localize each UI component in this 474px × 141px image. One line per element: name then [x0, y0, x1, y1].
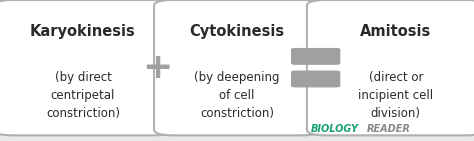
Text: Karyokinesis: Karyokinesis: [30, 24, 136, 38]
FancyBboxPatch shape: [307, 0, 474, 135]
FancyBboxPatch shape: [154, 0, 320, 135]
Text: Cytokinesis: Cytokinesis: [190, 24, 284, 38]
FancyBboxPatch shape: [0, 0, 172, 135]
Text: (direct or
incipient cell
division): (direct or incipient cell division): [358, 71, 433, 120]
FancyBboxPatch shape: [291, 70, 340, 87]
Text: READER: READER: [366, 124, 410, 134]
Text: BIOLOGY: BIOLOGY: [310, 124, 358, 134]
Text: +: +: [142, 51, 173, 85]
Text: (by direct
centripetal
constriction): (by direct centripetal constriction): [46, 71, 120, 120]
FancyBboxPatch shape: [291, 48, 340, 65]
Text: (by deepening
of cell
constriction): (by deepening of cell constriction): [194, 71, 280, 120]
Text: Amitosis: Amitosis: [360, 24, 431, 38]
